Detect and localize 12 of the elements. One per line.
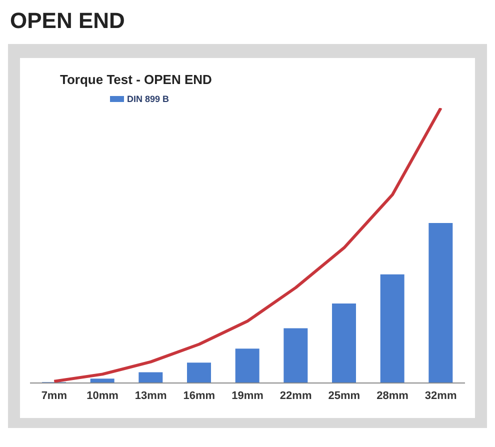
x-tick-label: 22mm [280,390,312,402]
x-tick-label: 16mm [183,390,216,402]
x-tick-label: 19mm [232,390,264,402]
x-tick-label: 28mm [376,390,409,402]
x-tick-label: 10mm [86,390,119,402]
x-tick-label: 32mm [424,390,457,402]
x-tick-label: 13mm [134,390,167,402]
x-tick-label: 25mm [328,390,360,402]
chart-title: OPEN END [10,8,126,34]
x-tick-label: 7mm [41,390,68,402]
chart-subtitle: Torque Test - OPEN END [60,72,212,87]
legend-label: DIN 899 B [126,94,170,104]
